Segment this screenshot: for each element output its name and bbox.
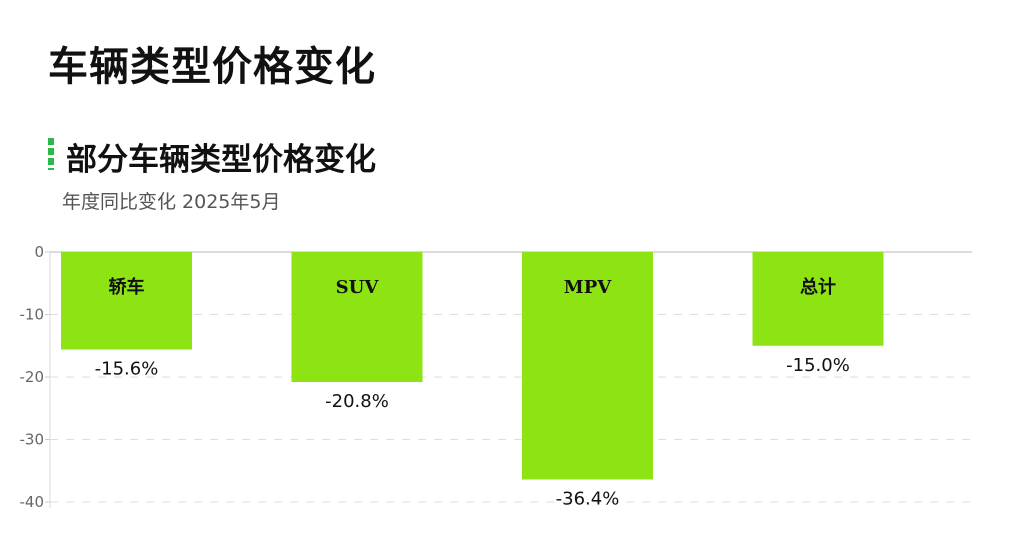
chart-title: 部分车辆类型价格变化 (66, 142, 376, 178)
bar (522, 252, 653, 480)
y-tick-label: -20 (20, 368, 45, 386)
bar (291, 252, 423, 382)
data-label: -15.6% (95, 359, 159, 380)
y-tick-label: -10 (20, 306, 45, 324)
chart-subtitle: 年度同比变化 2025年5月 (62, 191, 281, 213)
category-label: MPV (564, 277, 612, 298)
category-label: 轿车 (109, 276, 145, 298)
category-label: 总计 (800, 276, 836, 298)
bar-layer (61, 252, 884, 480)
data-label: -15.0% (786, 355, 850, 376)
data-label: -36.4% (556, 489, 620, 510)
page-title: 车辆类型价格变化 (48, 43, 376, 90)
y-tick-label: -30 (20, 431, 45, 449)
data-label: -20.8% (325, 391, 389, 412)
label-layer: 0 -10 -20 -30 -40 轿车 -15.6% SUV -20.8% MPV -36.4% 总… (20, 243, 850, 511)
y-tick-label: -40 (20, 493, 45, 511)
bar (752, 252, 884, 346)
title-accent-marker (48, 138, 54, 170)
bar (61, 252, 192, 350)
y-tick-label: 0 (34, 243, 44, 261)
category-label: SUV (336, 277, 380, 298)
